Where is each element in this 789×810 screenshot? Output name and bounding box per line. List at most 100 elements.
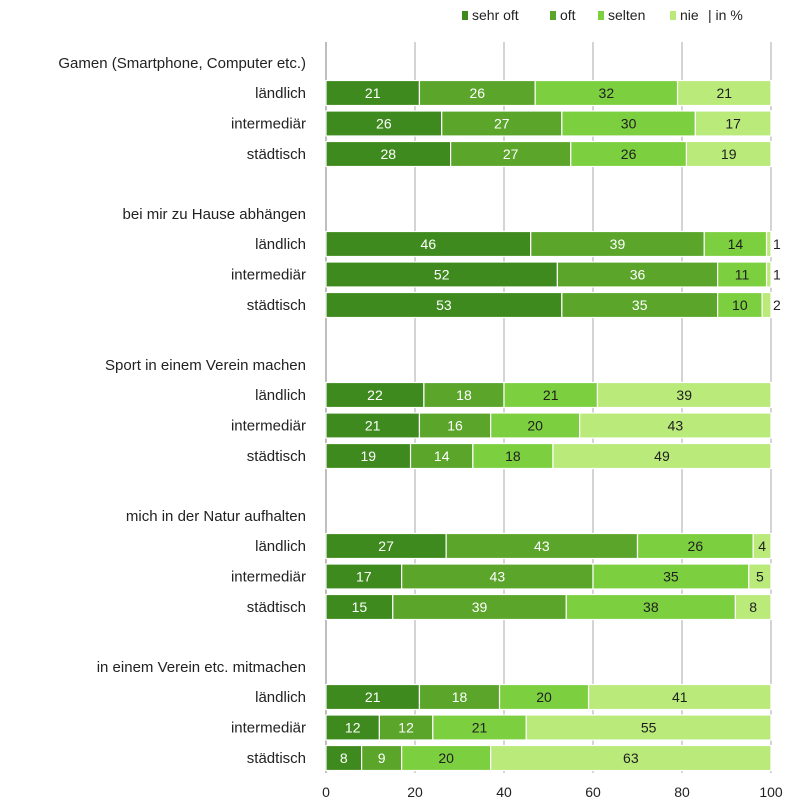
bar-value-label: 21 — [543, 387, 559, 403]
bar-value-label: 20 — [536, 689, 552, 705]
bar-segment — [490, 412, 581, 439]
bar-value-label: 8 — [749, 599, 757, 615]
legend-label: oft — [560, 7, 576, 23]
x-tick-label: 100 — [759, 784, 783, 800]
row-label: intermediär — [231, 720, 306, 737]
bar-value-label: 21 — [365, 85, 381, 101]
bar-segment — [752, 532, 772, 560]
bar-segment — [441, 110, 563, 137]
x-tick-label: 20 — [407, 784, 423, 800]
bar-value-label: 39 — [676, 387, 692, 403]
bar-value-label: 18 — [452, 689, 468, 705]
bar-segment — [556, 261, 719, 288]
bar-segment — [685, 140, 772, 168]
bar-value-label: 46 — [421, 236, 437, 252]
bar-segment — [498, 683, 590, 711]
bar-value-label: 15 — [352, 599, 368, 615]
bar-segment — [325, 683, 421, 711]
x-tick-label: 60 — [585, 784, 601, 800]
bar-value-label: 27 — [503, 146, 519, 162]
row-label: städtisch — [247, 297, 306, 314]
bar-value-label: 16 — [447, 418, 463, 434]
x-tick-label: 0 — [322, 784, 330, 800]
legend-swatch — [462, 11, 468, 20]
bar-segment — [530, 230, 705, 258]
bar-value-label: 21 — [716, 85, 732, 101]
bar-segment — [445, 532, 639, 560]
bar-value-label: 35 — [632, 297, 648, 313]
bar-value-label: 20 — [527, 418, 543, 434]
group-title: Gamen (Smartphone, Computer etc.) — [58, 55, 306, 72]
bar-value-label: 11 — [735, 267, 750, 283]
bar-segment — [325, 230, 532, 258]
bar-segment — [418, 412, 492, 439]
bar-segment — [761, 291, 772, 319]
bar-value-label: 5 — [756, 569, 764, 585]
row-label: ländlich — [255, 689, 306, 706]
bar-value-label: 26 — [376, 116, 392, 132]
row-label: ländlich — [255, 387, 306, 404]
bar-value-label: 43 — [668, 418, 684, 434]
bar-value-label: 12 — [398, 720, 414, 736]
bar-value-label: 9 — [378, 750, 386, 766]
row-label: intermediär — [231, 418, 306, 435]
bar-value-label: 26 — [688, 538, 704, 554]
bar-segment — [490, 744, 772, 772]
bar-segment — [565, 593, 736, 621]
bar-segment — [325, 412, 421, 439]
bar-segment — [325, 110, 443, 137]
row-label: ländlich — [255, 236, 306, 253]
bar-segment — [716, 261, 768, 288]
row-label: ländlich — [255, 538, 306, 555]
legend-swatch — [670, 11, 676, 20]
bar-value-label: 1 — [773, 267, 781, 283]
bar-value-label: 32 — [599, 85, 615, 101]
legend-label: nie — [680, 7, 699, 23]
group-title: Sport in einem Verein machen — [105, 357, 306, 374]
row-label: intermediär — [231, 569, 306, 586]
bar-segment — [392, 593, 567, 621]
legend-suffix: | in % — [708, 7, 743, 23]
bar-segment — [734, 593, 772, 621]
bar-value-label: 39 — [610, 236, 626, 252]
group-title: bei mir zu Hause abhängen — [123, 206, 306, 223]
bar-value-label: 43 — [534, 538, 550, 554]
legend-swatch — [598, 11, 604, 20]
bar-value-label: 18 — [456, 387, 472, 403]
row-label: städtisch — [247, 146, 306, 163]
bar-value-label: 27 — [494, 116, 510, 132]
bar-segment — [748, 563, 772, 590]
bar-value-label: 52 — [434, 267, 450, 283]
bar-value-label: 14 — [434, 448, 450, 464]
bar-value-label: 49 — [654, 448, 670, 464]
bar-segment — [592, 563, 750, 590]
bar-value-label: 55 — [641, 720, 657, 736]
bar-value-label: 38 — [643, 599, 659, 615]
bar-value-label: 17 — [725, 116, 741, 132]
bar-value-label: 21 — [365, 418, 381, 434]
bar-value-label: 43 — [490, 569, 506, 585]
bar-segment — [552, 442, 772, 470]
group-title: mich in der Natur aufhalten — [126, 508, 306, 525]
row-label: ländlich — [255, 85, 306, 102]
bar-value-label: 39 — [472, 599, 488, 615]
bar-value-label: 27 — [378, 538, 394, 554]
group-title: in einem Verein etc. mitmachen — [97, 659, 306, 676]
bar-value-label: 14 — [728, 236, 744, 252]
bar-segment — [570, 140, 688, 168]
bar-value-label: 26 — [470, 85, 486, 101]
bar-value-label: 4 — [758, 538, 766, 554]
bar-value-label: 28 — [381, 146, 397, 162]
row-label: intermediär — [231, 267, 306, 284]
bar-segment — [596, 381, 772, 409]
bar-value-label: 18 — [505, 448, 521, 464]
bar-value-label: 19 — [360, 448, 376, 464]
bar-value-label: 22 — [367, 387, 383, 403]
bar-segment — [694, 110, 772, 137]
bar-segment — [587, 683, 772, 711]
row-label: intermediär — [231, 116, 306, 133]
bar-value-label: 63 — [623, 750, 639, 766]
bar-value-label: 21 — [365, 689, 381, 705]
bar-segment — [765, 261, 772, 288]
bar-value-label: 19 — [721, 146, 737, 162]
